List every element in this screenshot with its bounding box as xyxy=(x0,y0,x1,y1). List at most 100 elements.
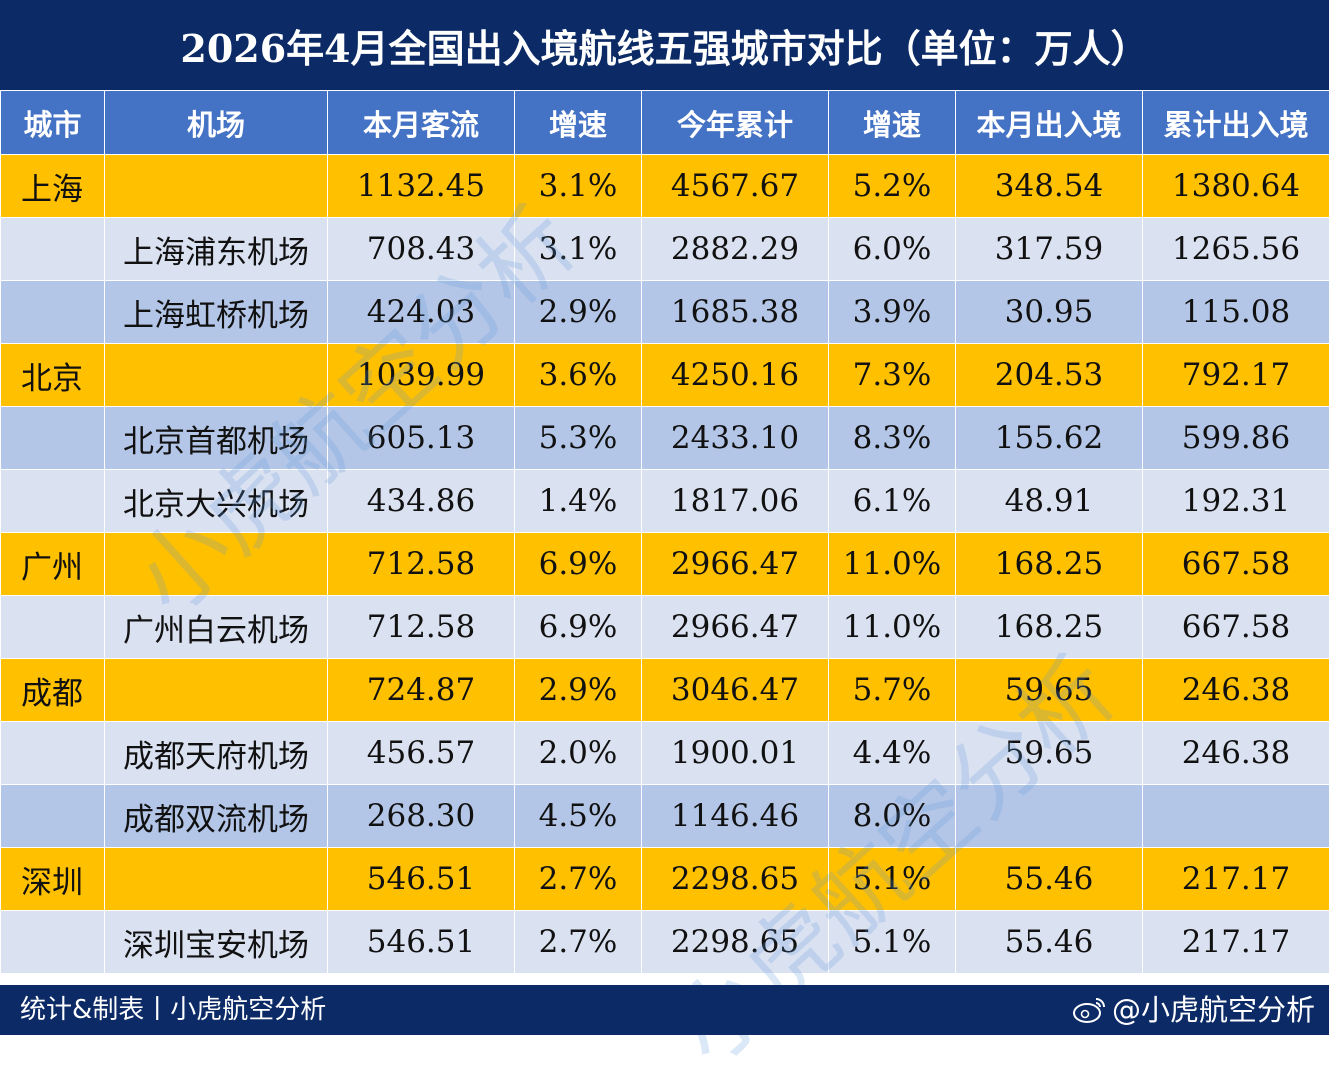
cell-ytd-growth: 6.1% xyxy=(829,470,956,533)
cell-ytd-growth: 3.9% xyxy=(829,281,956,344)
cell-ytd: 1900.01 xyxy=(642,722,829,785)
cell-ytd: 2966.47 xyxy=(642,533,829,596)
cell-ytd: 1817.06 xyxy=(642,470,829,533)
cell-ytd: 2882.29 xyxy=(642,218,829,281)
cell-intl-ytd: 792.17 xyxy=(1143,344,1329,407)
cell-intl-ytd: 667.58 xyxy=(1143,533,1329,596)
cell-city: 深圳 xyxy=(1,848,105,911)
cell-monthly: 1039.99 xyxy=(328,344,515,407)
cell-ytd: 1685.38 xyxy=(642,281,829,344)
cell-monthly: 724.87 xyxy=(328,659,515,722)
cell-monthly: 456.57 xyxy=(328,722,515,785)
cell-airport: 北京首都机场 xyxy=(105,407,328,470)
cell-monthly: 712.58 xyxy=(328,533,515,596)
cell-intl-monthly: 155.62 xyxy=(956,407,1143,470)
cell-intl-monthly: 204.53 xyxy=(956,344,1143,407)
cell-airport xyxy=(105,533,328,596)
header-ytd-growth: 增速 xyxy=(829,91,956,155)
cell-airport: 成都天府机场 xyxy=(105,722,328,785)
cell-growth: 3.1% xyxy=(515,218,642,281)
footer-handle-group: @小虎航空分析 xyxy=(1072,985,1315,1035)
cell-city xyxy=(1,596,105,659)
cell-intl-ytd: 192.31 xyxy=(1143,470,1329,533)
cell-intl-monthly: 48.91 xyxy=(956,470,1143,533)
cell-airport: 广州白云机场 xyxy=(105,596,328,659)
cell-monthly: 268.30 xyxy=(328,785,515,848)
cell-airport: 上海浦东机场 xyxy=(105,218,328,281)
cell-monthly: 712.58 xyxy=(328,596,515,659)
cell-city xyxy=(1,785,105,848)
cell-city: 上海 xyxy=(1,155,105,218)
cell-city xyxy=(1,722,105,785)
cell-airport: 成都双流机场 xyxy=(105,785,328,848)
cell-ytd: 4250.16 xyxy=(642,344,829,407)
cell-city: 北京 xyxy=(1,344,105,407)
cell-intl-ytd: 246.38 xyxy=(1143,659,1329,722)
cell-airport xyxy=(105,155,328,218)
cell-intl-ytd: 1265.56 xyxy=(1143,218,1329,281)
header-intl-monthly: 本月出入境 xyxy=(956,91,1143,155)
header-growth: 增速 xyxy=(515,91,642,155)
cell-airport: 深圳宝安机场 xyxy=(105,911,328,974)
cell-ytd-growth: 5.7% xyxy=(829,659,956,722)
footer-bar: 统计&制表丨小虎航空分析 @小虎航空分析 xyxy=(0,985,1329,1035)
cell-intl-monthly: 30.95 xyxy=(956,281,1143,344)
cell-intl-ytd: 217.17 xyxy=(1143,911,1329,974)
cell-intl-ytd: 217.17 xyxy=(1143,848,1329,911)
cell-growth: 6.9% xyxy=(515,533,642,596)
cell-ytd: 2433.10 xyxy=(642,407,829,470)
cell-intl-monthly xyxy=(956,785,1143,848)
cell-intl-ytd: 667.58 xyxy=(1143,596,1329,659)
footer-credit: 统计&制表丨小虎航空分析 xyxy=(20,985,326,1035)
cell-ytd-growth: 5.1% xyxy=(829,848,956,911)
cell-growth: 2.9% xyxy=(515,659,642,722)
cell-ytd-growth: 5.2% xyxy=(829,155,956,218)
weibo-icon xyxy=(1072,996,1106,1024)
header-city: 城市 xyxy=(1,91,105,155)
cell-ytd-growth: 8.0% xyxy=(829,785,956,848)
cell-ytd-growth: 11.0% xyxy=(829,533,956,596)
cell-growth: 2.7% xyxy=(515,848,642,911)
cell-growth: 2.7% xyxy=(515,911,642,974)
cell-ytd-growth: 7.3% xyxy=(829,344,956,407)
cell-growth: 3.6% xyxy=(515,344,642,407)
cell-ytd-growth: 6.0% xyxy=(829,218,956,281)
header-airport: 机场 xyxy=(105,91,328,155)
cell-intl-monthly: 348.54 xyxy=(956,155,1143,218)
cell-ytd: 2298.65 xyxy=(642,848,829,911)
cell-intl-monthly: 55.46 xyxy=(956,848,1143,911)
cell-monthly: 708.43 xyxy=(328,218,515,281)
header-monthly: 本月客流 xyxy=(328,91,515,155)
cell-ytd: 2966.47 xyxy=(642,596,829,659)
cell-city: 广州 xyxy=(1,533,105,596)
cell-growth: 1.4% xyxy=(515,470,642,533)
header-intl-ytd: 累计出入境 xyxy=(1143,91,1329,155)
cell-monthly: 1132.45 xyxy=(328,155,515,218)
cell-ytd-growth: 4.4% xyxy=(829,722,956,785)
cell-airport xyxy=(105,848,328,911)
footer-handle: @小虎航空分析 xyxy=(1112,985,1315,1035)
cell-city xyxy=(1,470,105,533)
cell-growth: 2.0% xyxy=(515,722,642,785)
cell-city xyxy=(1,281,105,344)
cell-intl-ytd xyxy=(1143,785,1329,848)
cell-ytd: 1146.46 xyxy=(642,785,829,848)
cell-city xyxy=(1,218,105,281)
cell-airport: 上海虹桥机场 xyxy=(105,281,328,344)
cell-monthly: 546.51 xyxy=(328,848,515,911)
cell-intl-ytd: 115.08 xyxy=(1143,281,1329,344)
header-ytd: 今年累计 xyxy=(642,91,829,155)
cell-intl-monthly: 59.65 xyxy=(956,722,1143,785)
cell-ytd-growth: 8.3% xyxy=(829,407,956,470)
cell-growth: 4.5% xyxy=(515,785,642,848)
